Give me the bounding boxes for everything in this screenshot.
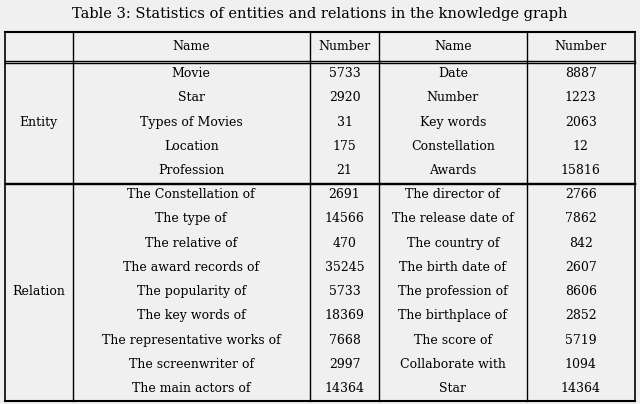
Text: Name: Name — [172, 40, 210, 53]
Text: Number: Number — [319, 40, 371, 53]
Text: The birthplace of: The birthplace of — [398, 309, 508, 322]
Text: The popularity of: The popularity of — [136, 285, 246, 298]
Text: 15816: 15816 — [561, 164, 601, 177]
Text: 2997: 2997 — [329, 358, 360, 371]
Text: 1223: 1223 — [565, 91, 596, 104]
Text: Star: Star — [178, 91, 205, 104]
Text: 175: 175 — [333, 140, 356, 153]
Text: 18369: 18369 — [324, 309, 365, 322]
Text: Movie: Movie — [172, 67, 211, 80]
Text: The release date of: The release date of — [392, 213, 514, 225]
Text: The director of: The director of — [406, 188, 500, 201]
Text: 14566: 14566 — [324, 213, 365, 225]
Text: 2852: 2852 — [565, 309, 596, 322]
Text: The profession of: The profession of — [398, 285, 508, 298]
Text: Awards: Awards — [429, 164, 477, 177]
Text: Types of Movies: Types of Movies — [140, 116, 243, 128]
Text: 5733: 5733 — [329, 67, 360, 80]
Text: Number: Number — [555, 40, 607, 53]
Text: Constellation: Constellation — [411, 140, 495, 153]
Text: 5719: 5719 — [565, 334, 596, 347]
Text: The award records of: The award records of — [123, 261, 259, 274]
Text: Date: Date — [438, 67, 468, 80]
Text: 2766: 2766 — [565, 188, 596, 201]
Text: 7668: 7668 — [328, 334, 360, 347]
Text: The main actors of: The main actors of — [132, 382, 250, 395]
Text: Relation: Relation — [12, 285, 65, 298]
Text: 5733: 5733 — [329, 285, 360, 298]
Text: 7862: 7862 — [565, 213, 596, 225]
Text: 2920: 2920 — [329, 91, 360, 104]
Text: Number: Number — [427, 91, 479, 104]
Text: 14364: 14364 — [561, 382, 601, 395]
Text: Location: Location — [164, 140, 219, 153]
Text: 1094: 1094 — [564, 358, 596, 371]
Text: Star: Star — [440, 382, 467, 395]
Text: 31: 31 — [337, 116, 353, 128]
Text: 8606: 8606 — [564, 285, 596, 298]
Text: The score of: The score of — [414, 334, 492, 347]
Text: Collaborate with: Collaborate with — [400, 358, 506, 371]
Text: The country of: The country of — [406, 237, 499, 250]
Text: 2691: 2691 — [329, 188, 360, 201]
Text: The birth date of: The birth date of — [399, 261, 506, 274]
Text: The key words of: The key words of — [137, 309, 246, 322]
Text: Profession: Profession — [158, 164, 225, 177]
Text: The screenwriter of: The screenwriter of — [129, 358, 254, 371]
Text: 2607: 2607 — [565, 261, 596, 274]
Text: 35245: 35245 — [324, 261, 364, 274]
Text: 12: 12 — [573, 140, 589, 153]
Text: 470: 470 — [333, 237, 356, 250]
Text: The relative of: The relative of — [145, 237, 237, 250]
Text: Entity: Entity — [20, 116, 58, 128]
Text: 2063: 2063 — [564, 116, 596, 128]
Text: The representative works of: The representative works of — [102, 334, 280, 347]
Text: The Constellation of: The Constellation of — [127, 188, 255, 201]
Text: The type of: The type of — [156, 213, 227, 225]
Text: 8887: 8887 — [564, 67, 596, 80]
Text: 14364: 14364 — [324, 382, 365, 395]
Text: Table 3: Statistics of entities and relations in the knowledge graph: Table 3: Statistics of entities and rela… — [72, 7, 568, 21]
Text: Name: Name — [434, 40, 472, 53]
Text: Key words: Key words — [420, 116, 486, 128]
Text: 842: 842 — [569, 237, 593, 250]
Text: 21: 21 — [337, 164, 353, 177]
